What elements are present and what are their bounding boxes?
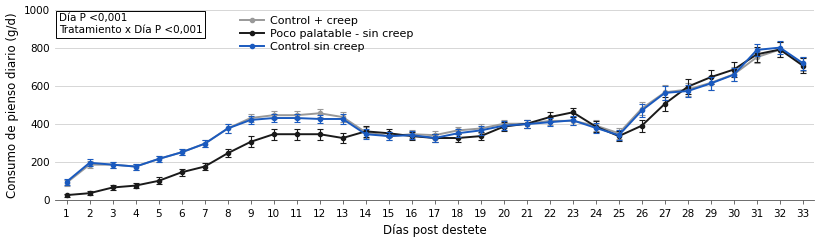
Text: Día P <0,001
Tratamiento x Día P <0,001: Día P <0,001 Tratamiento x Día P <0,001 bbox=[59, 13, 202, 35]
Legend: Control + creep, Poco palatable - sin creep, Control sin creep: Control + creep, Poco palatable - sin cr… bbox=[235, 11, 417, 56]
Y-axis label: Consumo de pienso diario (g/d): Consumo de pienso diario (g/d) bbox=[6, 12, 19, 198]
X-axis label: Días post destete: Días post destete bbox=[382, 225, 486, 237]
